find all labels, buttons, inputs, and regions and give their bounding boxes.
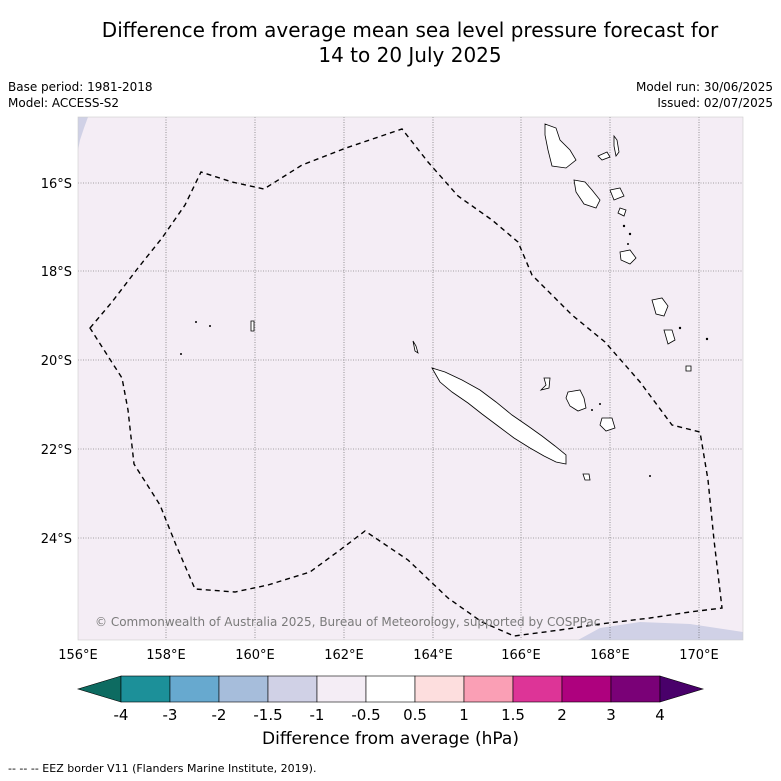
ambae-island [597,151,611,161]
model-run: Model run: 30/06/2025 [635,80,773,94]
chesterfield-reef [250,320,255,332]
eez-legend-note: -- -- -- EEZ border V11 (Flanders Marine… [8,762,317,775]
colorbar-tick: 0.5 [403,706,427,724]
aneityum-island [685,365,692,372]
meta-right: Model run: 30/06/2025 Issued: 02/07/2025 [636,79,773,111]
lifou-island [565,389,587,412]
lon-tick-164e: 164°E [413,648,453,663]
gridlines [78,117,743,640]
colorbar-tick: 2 [557,706,567,724]
colorbar-bin [512,675,563,703]
colorbar-tick-labels: -4 -3 -2 -1.5 -1 -0.5 0.5 1 1.5 2 3 4 [114,706,665,724]
colorbar-extend-high [659,675,705,703]
issued-date: Issued: 02/07/2025 [657,96,773,110]
colorbar-tick: 1.5 [501,706,525,724]
lon-tick-156e: 156°E [58,648,98,663]
title-line-1: Difference from average mean sea level p… [101,18,719,42]
colorbar-bin [267,675,318,703]
lat-tick-labels: 16°S 18°S 20°S 22°S 24°S [41,177,72,547]
lon-tick-labels: 156°E 158°E 160°E 162°E 164°E 166°E 168°… [58,648,719,663]
colorbar-bin [610,675,661,703]
espiritu-santo-island [544,123,577,169]
colorbar-tick: 1 [459,706,469,724]
colorbar-tick: -2 [212,706,227,724]
epi-island [617,207,627,217]
lat-tick-24s: 24°S [41,532,72,547]
colorbar-bin [561,675,612,703]
colorbar-tick: -4 [114,706,129,724]
malakula-island [573,179,601,209]
colorbar-bin [414,675,465,703]
colorbar-tick: -1.5 [253,706,282,724]
colorbar-bin [120,675,171,703]
map-title: Difference from average mean sea level p… [0,18,781,68]
anomaly-patch-se [578,622,743,640]
coastlines [250,123,692,481]
lat-tick-16s: 16°S [41,177,72,192]
ouvea-island [539,377,551,391]
isle-of-pines [582,473,591,481]
colorbar [76,675,705,703]
copyright-text: © Commonwealth of Australia 2025, Bureau… [95,615,600,629]
colorbar-title: Difference from average (hPa) [262,729,519,749]
lat-tick-20s: 20°S [41,354,72,369]
lon-tick-170e: 170°E [679,648,719,663]
new-caledonia-island [431,367,567,465]
maewo-island [613,134,620,157]
pentecost-island [609,187,625,201]
tanna-island [663,329,676,345]
base-period: Base period: 1981-2018 [8,80,153,94]
lon-tick-162e: 162°E [324,648,364,663]
colorbar-tick: 4 [655,706,665,724]
meta-left: Base period: 1981-2018 Model: ACCESS-S2 [8,79,153,111]
anomaly-patch-nw [78,117,88,150]
colorbar-tick: 3 [606,706,616,724]
lon-tick-160e: 160°E [235,648,275,663]
mare-island [599,417,616,432]
erromango-island [651,297,669,317]
lat-tick-18s: 18°S [41,265,72,280]
map-frame [77,116,744,641]
colorbar-bin [463,675,514,703]
map-background [78,117,743,640]
eez-border [89,128,723,637]
lat-tick-22s: 22°S [41,443,72,458]
lon-tick-158e: 158°E [146,648,186,663]
colorbar-bin [365,675,416,703]
colorbar-tick: -0.5 [351,706,380,724]
colorbar-extend-low [76,675,122,703]
colorbar-bin [218,675,269,703]
colorbar-tick: -3 [163,706,178,724]
colorbar-bin [316,675,367,703]
colorbar-tick: -1 [310,706,325,724]
model-name: Model: ACCESS-S2 [8,96,120,110]
efate-island [619,249,637,265]
lon-tick-166e: 166°E [501,648,541,663]
belep-islands [412,340,419,354]
lon-tick-168e: 168°E [590,648,630,663]
colorbar-bin [169,675,220,703]
islets [180,224,709,477]
title-line-2: 14 to 20 July 2025 [318,43,502,67]
